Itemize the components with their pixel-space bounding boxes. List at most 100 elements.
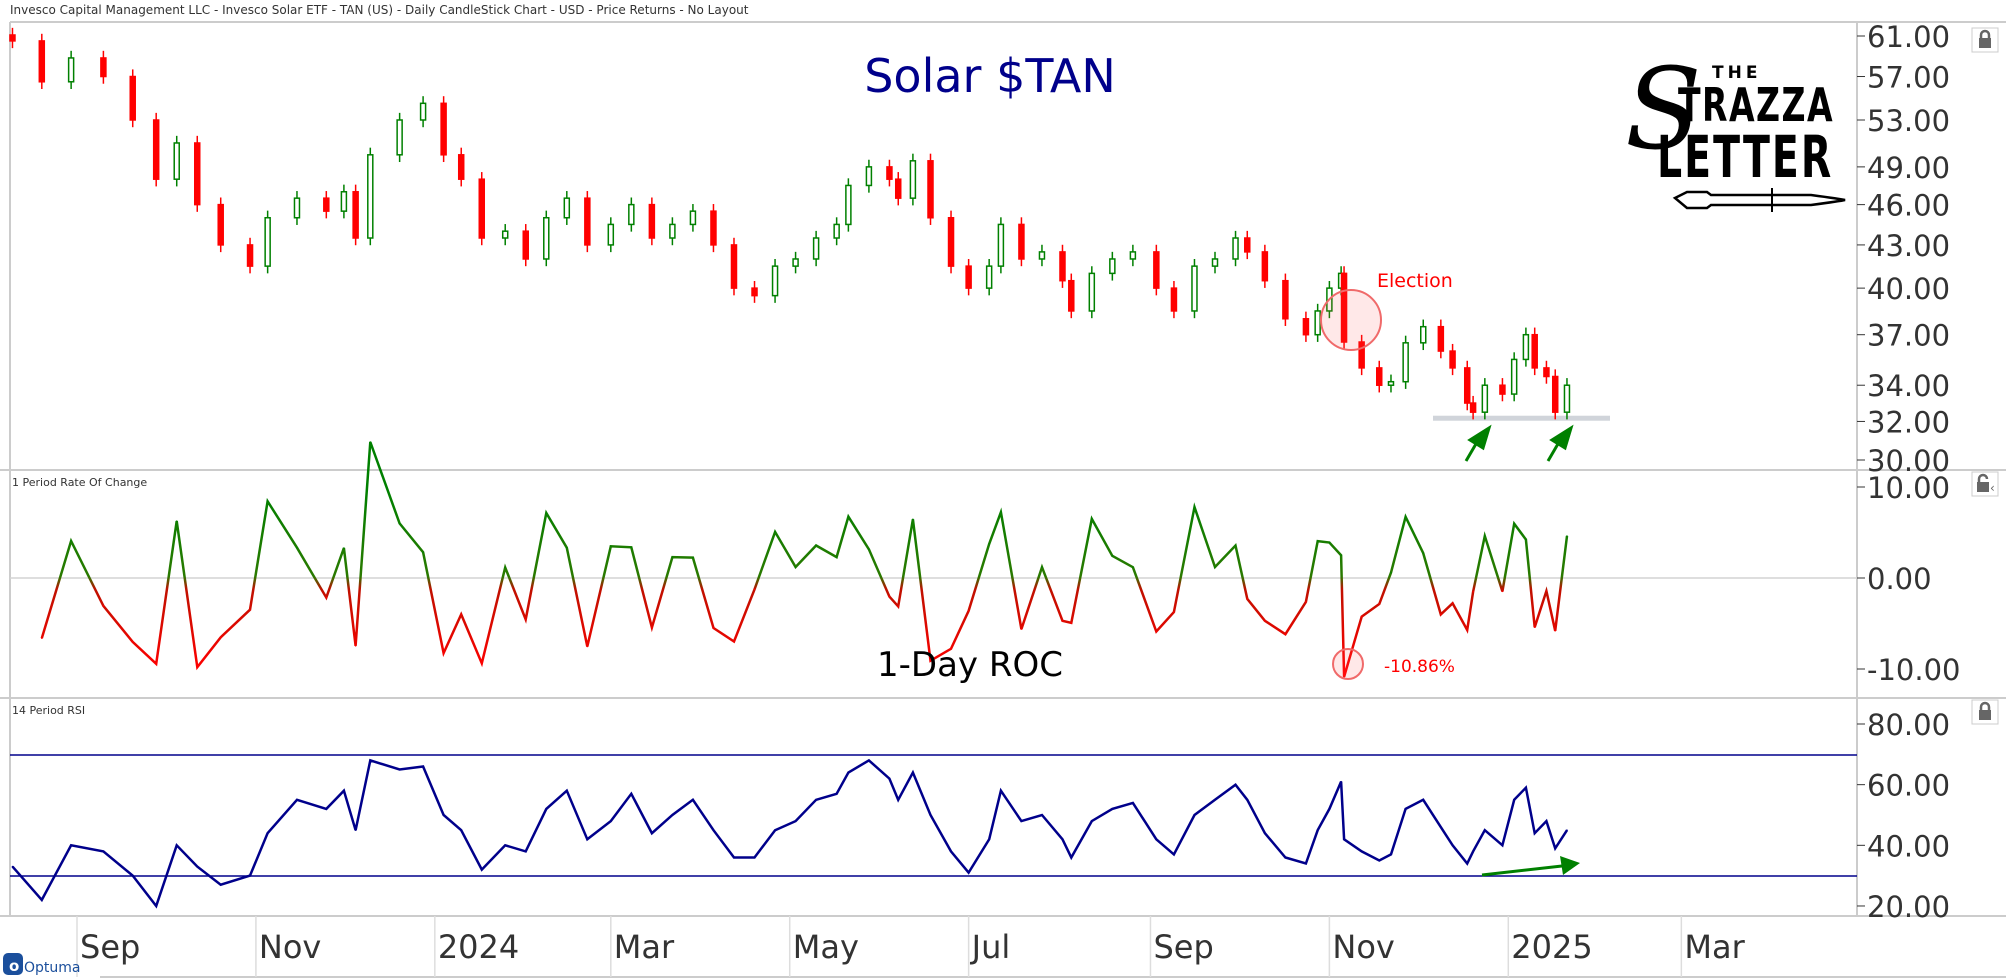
roc-low-label: -10.86% (1384, 657, 1455, 677)
rsi-point (835, 792, 838, 795)
svg-text:Optuma: Optuma (24, 960, 81, 976)
roc-point (1091, 518, 1093, 520)
roc-point (175, 520, 178, 522)
roc-point (1440, 613, 1442, 616)
candle (1358, 334, 1365, 376)
rsi-point (266, 832, 269, 834)
rsi-point (504, 844, 507, 847)
candle (67, 50, 75, 89)
price-tick-label: 49.00 (1867, 151, 1950, 185)
roc-point (1155, 630, 1158, 633)
roc-point (1545, 590, 1548, 592)
candle (501, 224, 509, 246)
date-tick-label: Jul (970, 928, 1011, 966)
rsi-point (610, 820, 612, 822)
roc-low-circle (1332, 648, 1364, 680)
candle (194, 135, 201, 212)
svg-text:THE: THE (1712, 63, 1761, 83)
candle (1387, 374, 1395, 393)
roc-point (929, 659, 932, 662)
rsi-tick-label: 80.00 (1867, 708, 1950, 742)
roc-axis: 10.00 0.00 -10.00 (1857, 471, 1961, 687)
roc-point (219, 636, 222, 639)
candle (751, 280, 758, 303)
rsi-point (967, 871, 970, 874)
rsi-point (398, 768, 401, 771)
roc-point (888, 595, 891, 598)
candle (100, 50, 107, 84)
candle (246, 237, 254, 274)
rsi-point (1193, 814, 1196, 816)
rsi-point (630, 792, 633, 795)
candle (1068, 273, 1075, 319)
rsi-point (155, 905, 157, 907)
roc-point (651, 626, 653, 629)
rsi-point (1472, 850, 1474, 853)
roc-point (545, 512, 548, 514)
roc-point (343, 547, 345, 549)
rsi-point (671, 814, 674, 816)
roc-point (398, 522, 401, 525)
rsi-point (175, 844, 178, 847)
candle (563, 191, 571, 225)
rsi-point (1404, 808, 1407, 810)
rsi-point (1000, 789, 1002, 792)
rsi-line (11, 758, 1569, 909)
rsi-point (815, 799, 817, 801)
roc-point (1513, 522, 1515, 525)
candle (1481, 378, 1489, 420)
lock-icon[interactable] (1971, 699, 1999, 725)
roc-point (1234, 544, 1237, 547)
roc-point (460, 613, 463, 616)
date-tick-label: 2024 (438, 928, 519, 966)
roc-point (325, 596, 328, 599)
roc-point (1214, 566, 1216, 568)
candle (894, 172, 902, 206)
candle (1059, 244, 1066, 288)
candle (1543, 360, 1550, 384)
rsi-point (1155, 838, 1158, 841)
rsi-point (950, 850, 952, 853)
optuma-logo: o Optuma (3, 953, 81, 976)
rsi-point (1533, 832, 1536, 834)
rsi-point (102, 850, 105, 853)
roc-point (835, 556, 838, 558)
rsi-point (1513, 799, 1515, 801)
rsi-point (1091, 820, 1093, 822)
rsi-tick-label: 40.00 (1867, 829, 1950, 863)
rsi-point (249, 874, 251, 877)
roc-point (1533, 626, 1536, 628)
price-tick-label: 43.00 (1867, 229, 1950, 263)
rsi-point (41, 899, 43, 901)
roc-point (967, 610, 970, 612)
rsi-point (325, 808, 328, 810)
lock-icon[interactable] (1971, 27, 1999, 53)
roc-point (1340, 554, 1342, 557)
roc-point (155, 663, 157, 665)
candle (1088, 266, 1096, 319)
date-tick-label: Mar (1684, 928, 1745, 966)
candle (669, 217, 676, 246)
rsi-tick-label: 20.00 (1867, 890, 1950, 924)
candle (1531, 327, 1538, 376)
rsi-point (1340, 780, 1342, 783)
election-circle (1320, 289, 1382, 351)
roc-point (1041, 566, 1043, 568)
unlock-icon[interactable]: ‹ (1971, 471, 1999, 497)
roc-point (504, 566, 507, 569)
rsi-point (1378, 859, 1381, 862)
candle (1018, 217, 1025, 267)
rsi-point (1554, 847, 1557, 850)
candle (478, 172, 486, 246)
price-tick-label: 46.00 (1867, 189, 1950, 223)
roc-point (1193, 506, 1196, 508)
rsi-point (524, 850, 527, 853)
rsi-points (11, 759, 1568, 907)
rsi-point (712, 829, 715, 831)
candle (1170, 280, 1178, 319)
rsi-point (888, 777, 891, 780)
candle (1302, 311, 1310, 342)
svg-text:S: S (1625, 45, 1702, 175)
candle (352, 184, 359, 246)
